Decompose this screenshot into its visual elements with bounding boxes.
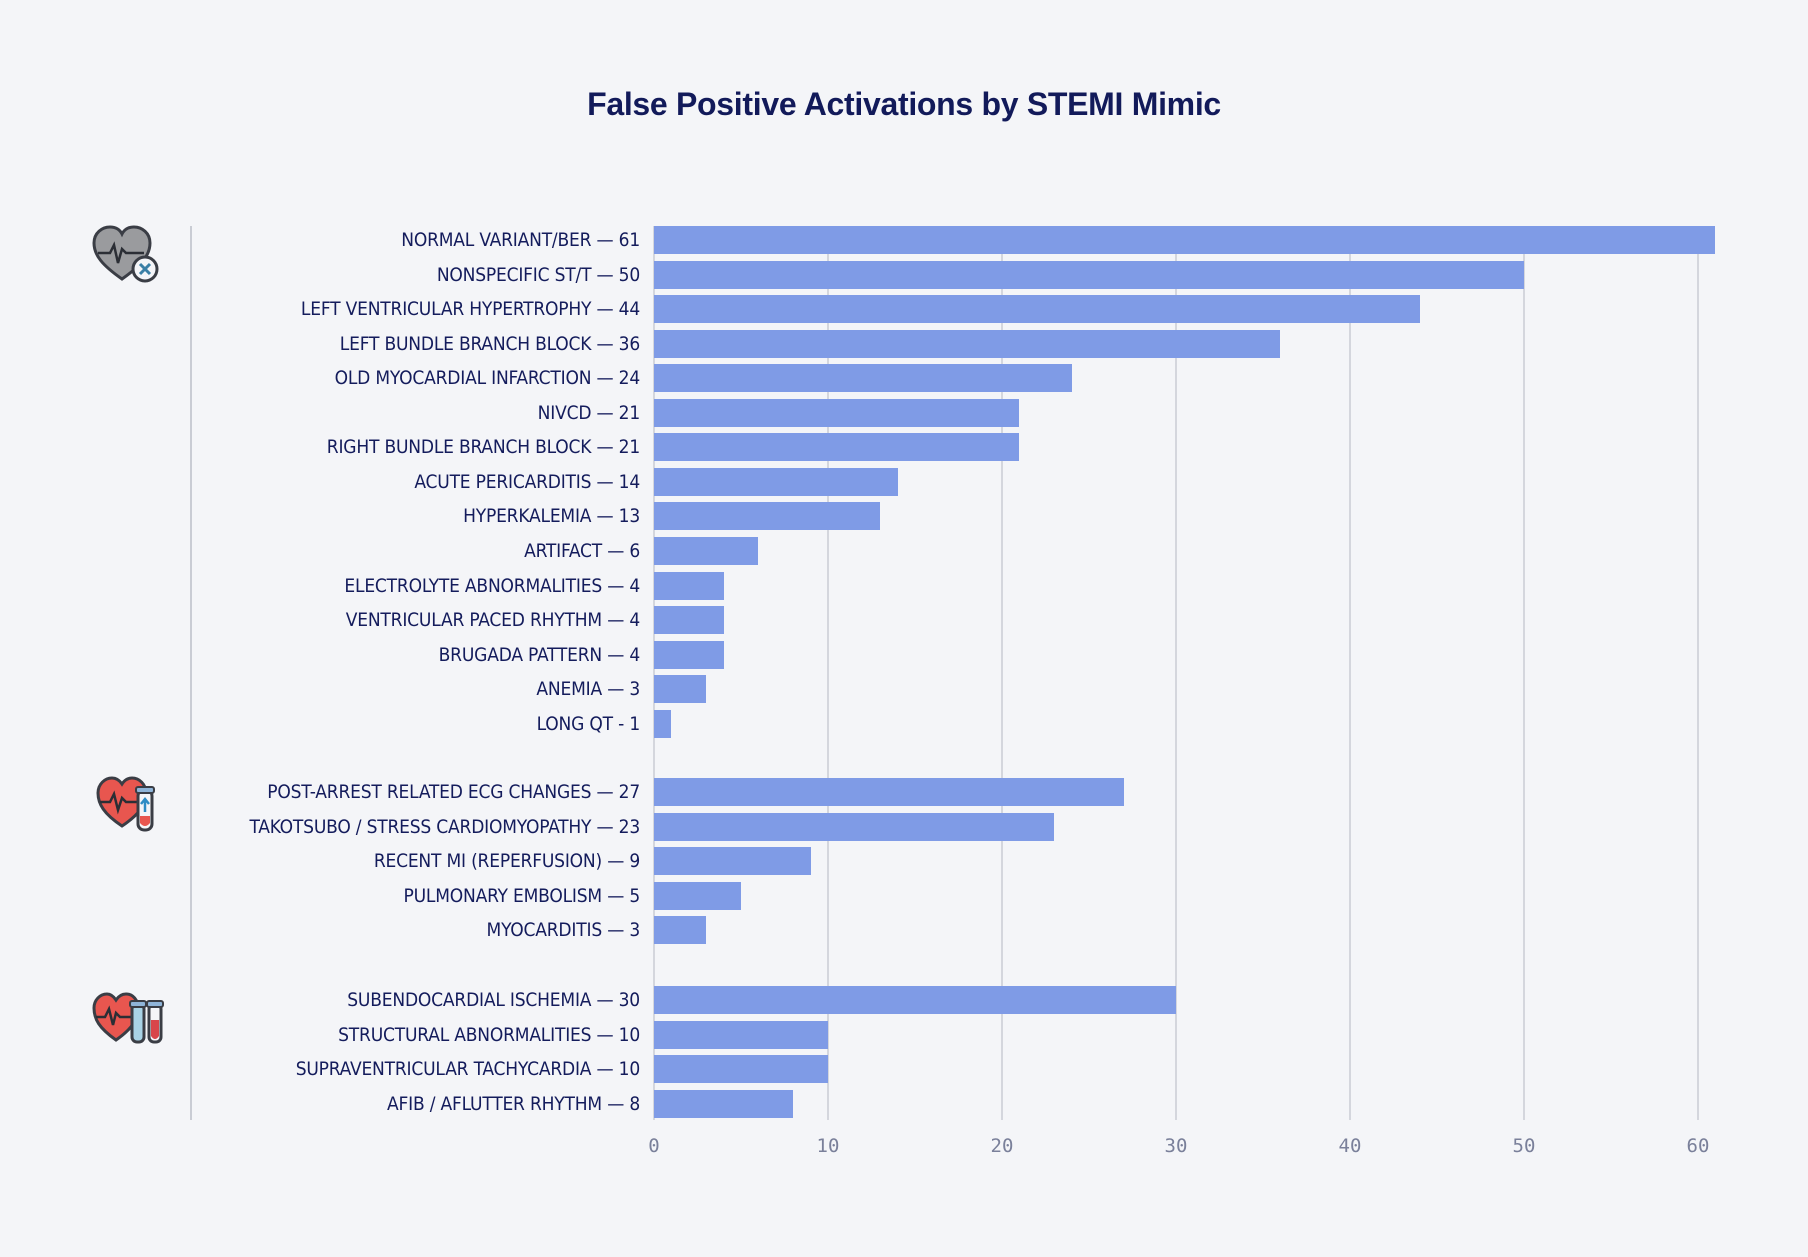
bar-label: LEFT BUNDLE BRANCH BLOCK — 36 (339, 333, 640, 355)
bar (654, 641, 724, 669)
bar (654, 813, 1054, 841)
bar-row: ANEMIA — 3 (0, 675, 1808, 703)
bar-label: ELECTROLYTE ABNORMALITIES — 4 (344, 575, 640, 597)
x-axis-tick-label: 50 (1512, 1135, 1536, 1157)
bar-row: SUPRAVENTRICULAR TACHYCARDIA — 10 (0, 1055, 1808, 1083)
bar (654, 675, 706, 703)
bar (654, 572, 724, 600)
bar-label: LONG QT - 1 (536, 713, 641, 735)
bar-label: TAKOTSUBO / STRESS CARDIOMYOPATHY — 23 (249, 816, 640, 838)
x-axis-tick-label: 20 (990, 1135, 1014, 1157)
bar-row: ARTIFACT — 6 (0, 537, 1808, 565)
bar-label: ANEMIA — 3 (536, 678, 640, 700)
bar-row: OLD MYOCARDIAL INFARCTION — 24 (0, 364, 1808, 392)
bar-label: MYOCARDITIS — 3 (486, 919, 641, 941)
bar-row: NORMAL VARIANT/BER — 61 (0, 226, 1808, 254)
bar-row: ELECTROLYTE ABNORMALITIES — 4 (0, 572, 1808, 600)
heart-test-tube-icon (96, 776, 160, 832)
bar-label: OLD MYOCARDIAL INFARCTION — 24 (334, 367, 641, 389)
bar-row: PULMONARY EMBOLISM — 5 (0, 882, 1808, 910)
bar-label: RIGHT BUNDLE BRANCH BLOCK — 21 (326, 436, 640, 458)
bar (654, 399, 1019, 427)
bar-label: RECENT MI (REPERFUSION) — 9 (373, 850, 640, 872)
x-axis-tick-label: 10 (816, 1135, 840, 1157)
bar-row: MYOCARDITIS — 3 (0, 916, 1808, 944)
bar-label: POST-ARREST RELATED ECG CHANGES — 27 (267, 781, 640, 803)
heart-two-test-tubes-icon (92, 992, 164, 1046)
bar-row: ACUTE PERICARDITIS — 14 (0, 468, 1808, 496)
bar-row: NONSPECIFIC ST/T — 50 (0, 261, 1808, 289)
bar-row: AFIB / AFLUTTER RHYTHM — 8 (0, 1090, 1808, 1118)
bar (654, 986, 1176, 1014)
bar (654, 330, 1280, 358)
bar (654, 295, 1420, 323)
bar-label: SUBENDOCARDIAL ISCHEMIA — 30 (347, 989, 640, 1011)
gridline (1697, 226, 1699, 1120)
bar (654, 1055, 828, 1083)
bar-label: ACUTE PERICARDITIS — 14 (414, 471, 640, 493)
bar-label: PULMONARY EMBOLISM — 5 (403, 885, 640, 907)
bar-row: SUBENDOCARDIAL ISCHEMIA — 30 (0, 986, 1808, 1014)
bar-label: HYPERKALEMIA — 13 (463, 505, 640, 527)
bar (654, 1090, 793, 1118)
bar-label: NIVCD — 21 (537, 402, 641, 424)
bar-row: STRUCTURAL ABNORMALITIES — 10 (0, 1021, 1808, 1049)
bar (654, 916, 706, 944)
bar-label: STRUCTURAL ABNORMALITIES — 10 (338, 1024, 640, 1046)
bar-row: POST-ARREST RELATED ECG CHANGES — 27 (0, 778, 1808, 806)
bar-label: NONSPECIFIC ST/T — 50 (436, 264, 640, 286)
x-axis-tick-label: 60 (1686, 1135, 1710, 1157)
bar (654, 778, 1124, 806)
bar (654, 882, 741, 910)
bar-label: BRUGADA PATTERN — 4 (438, 644, 641, 666)
bar-row: BRUGADA PATTERN — 4 (0, 641, 1808, 669)
x-axis-tick-label: 30 (1164, 1135, 1188, 1157)
bar (654, 433, 1019, 461)
gridline (1349, 226, 1351, 1120)
bar (654, 226, 1715, 254)
gridline (1175, 226, 1177, 1120)
bar (654, 502, 880, 530)
bar-row: VENTRICULAR PACED RHYTHM — 4 (0, 606, 1808, 634)
bar-row: NIVCD — 21 (0, 399, 1808, 427)
bar-row: LEFT BUNDLE BRANCH BLOCK — 36 (0, 330, 1808, 358)
bar-row: RIGHT BUNDLE BRANCH BLOCK — 21 (0, 433, 1808, 461)
zero-baseline (653, 226, 655, 1120)
bar-label: AFIB / AFLUTTER RHYTHM — 8 (387, 1093, 640, 1115)
gridline (1523, 226, 1525, 1120)
bar (654, 261, 1524, 289)
bar-row: RECENT MI (REPERFUSION) — 9 (0, 847, 1808, 875)
bar-row: HYPERKALEMIA — 13 (0, 502, 1808, 530)
heart-x-icon (92, 225, 162, 287)
bar (654, 710, 671, 738)
bar (654, 847, 811, 875)
bar (654, 537, 758, 565)
gridline (827, 226, 829, 1120)
x-axis-tick-label: 0 (648, 1135, 660, 1157)
bar (654, 1021, 828, 1049)
bar-label: SUPRAVENTRICULAR TACHYCARDIA — 10 (295, 1058, 640, 1080)
group-divider-line (190, 226, 192, 1120)
bar (654, 364, 1072, 392)
bar-label: NORMAL VARIANT/BER — 61 (401, 229, 640, 251)
bar-label: ARTIFACT — 6 (524, 540, 640, 562)
bar-row: LEFT VENTRICULAR HYPERTROPHY — 44 (0, 295, 1808, 323)
bar-label: VENTRICULAR PACED RHYTHM — 4 (345, 609, 640, 631)
bar-row: TAKOTSUBO / STRESS CARDIOMYOPATHY — 23 (0, 813, 1808, 841)
bar (654, 468, 898, 496)
bar-row: LONG QT - 1 (0, 710, 1808, 738)
x-axis-tick-label: 40 (1338, 1135, 1362, 1157)
bar-label: LEFT VENTRICULAR HYPERTROPHY — 44 (300, 298, 640, 320)
bar (654, 606, 724, 634)
gridline (1001, 226, 1003, 1120)
chart-title: False Positive Activations by STEMI Mimi… (587, 86, 1221, 122)
